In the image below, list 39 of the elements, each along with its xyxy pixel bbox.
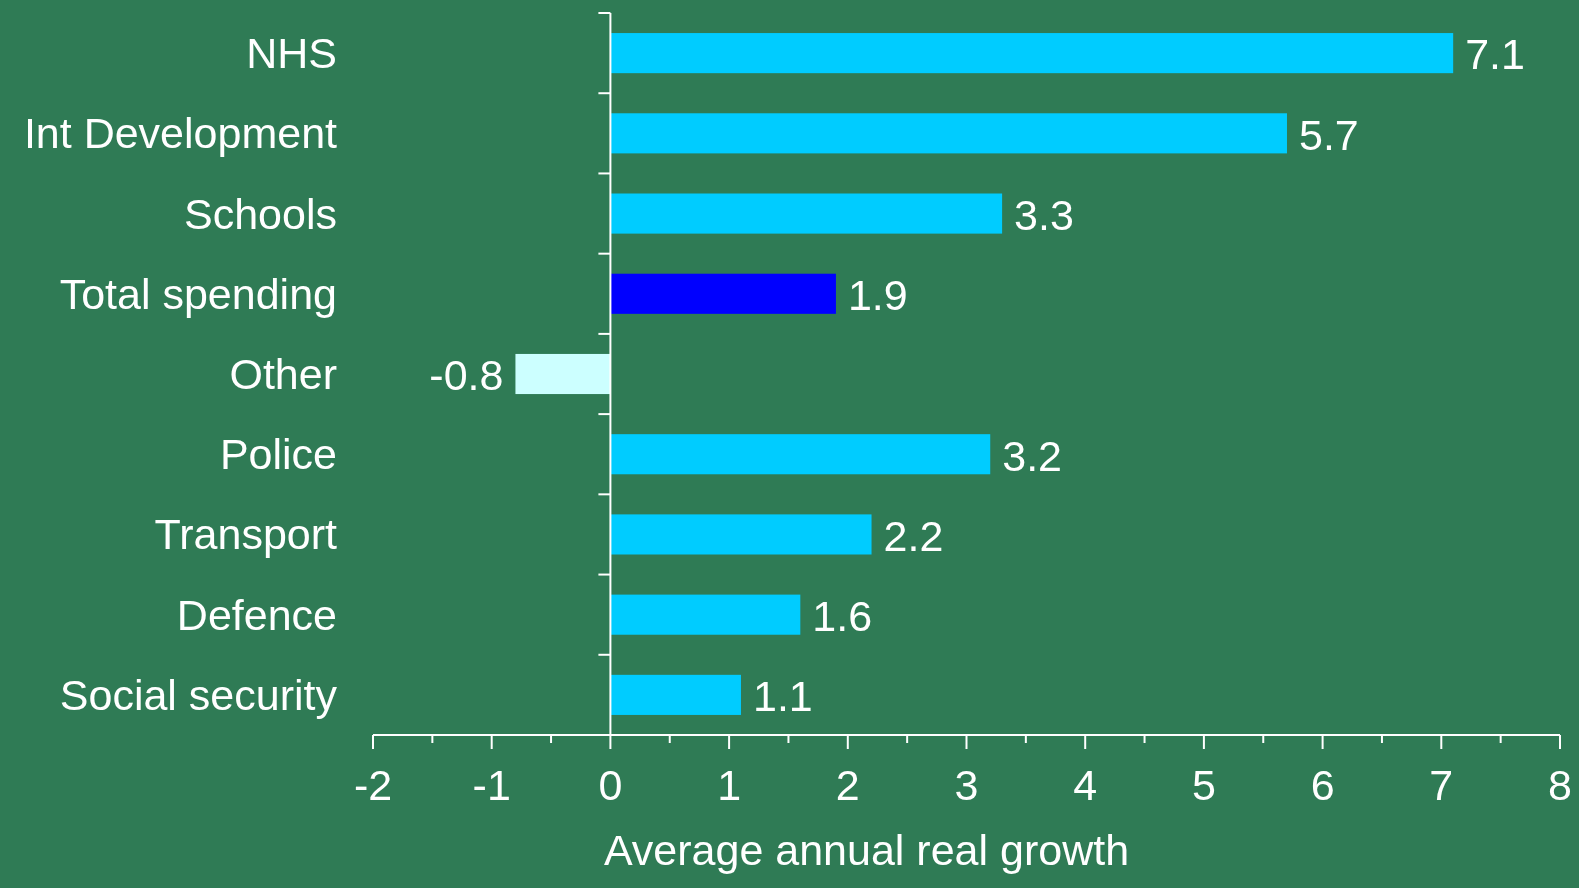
- data-label: 3.2: [1002, 431, 1063, 480]
- y-tick-label: Social security: [59, 670, 338, 719]
- data-label: 1.1: [752, 672, 813, 721]
- y-tick-label: Other: [229, 350, 337, 399]
- data-label: -0.8: [429, 351, 504, 400]
- y-tick-label: Total spending: [59, 269, 337, 318]
- x-tick-label: 3: [954, 761, 979, 809]
- bar: [610, 193, 1003, 234]
- bar: [610, 113, 1287, 154]
- x-tick-label: 5: [1191, 761, 1216, 809]
- x-tick-label: 4: [1073, 761, 1098, 809]
- x-tick-label: 6: [1310, 761, 1335, 809]
- bar: [610, 514, 872, 555]
- data-label: 1.6: [812, 592, 873, 641]
- bar: [610, 434, 991, 475]
- x-tick-label: 8: [1548, 761, 1572, 809]
- x-axis-title: Average annual real growth: [603, 826, 1130, 874]
- x-tick-label: 1: [717, 761, 742, 809]
- y-tick-label: Transport: [154, 510, 338, 559]
- x-tick-label: -1: [472, 761, 511, 809]
- y-tick-label: Defence: [176, 590, 337, 639]
- y-tick-label: NHS: [246, 29, 337, 78]
- data-label: 7.1: [1465, 30, 1525, 79]
- x-tick-label: 7: [1429, 761, 1454, 809]
- y-tick-label: Schools: [184, 189, 337, 238]
- data-label: 3.3: [1014, 190, 1074, 239]
- x-tick-label: 2: [835, 761, 860, 809]
- data-label: 1.9: [847, 271, 908, 320]
- x-tick-label: 0: [598, 761, 623, 809]
- bar: [610, 594, 801, 635]
- y-tick-label: Police: [219, 430, 337, 479]
- bar: [610, 273, 836, 314]
- y-tick-label: Int Development: [23, 109, 338, 158]
- bar: [610, 33, 1454, 74]
- x-tick-label: -2: [353, 761, 393, 809]
- data-label: 5.7: [1298, 110, 1359, 159]
- bar: [515, 353, 611, 395]
- bar: [610, 674, 741, 715]
- data-label: 2.2: [883, 511, 944, 560]
